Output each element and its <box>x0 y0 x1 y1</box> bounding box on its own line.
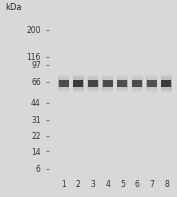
FancyBboxPatch shape <box>147 77 157 90</box>
Bar <box>73 80 83 87</box>
FancyBboxPatch shape <box>161 75 172 92</box>
FancyBboxPatch shape <box>161 77 172 90</box>
FancyBboxPatch shape <box>73 80 83 87</box>
FancyBboxPatch shape <box>132 75 142 92</box>
FancyBboxPatch shape <box>132 79 142 88</box>
FancyBboxPatch shape <box>88 75 98 92</box>
FancyBboxPatch shape <box>88 75 98 92</box>
FancyBboxPatch shape <box>161 76 172 91</box>
FancyBboxPatch shape <box>59 77 69 90</box>
FancyBboxPatch shape <box>132 78 142 89</box>
Text: 2: 2 <box>76 180 81 189</box>
FancyBboxPatch shape <box>117 78 127 89</box>
Text: 7: 7 <box>149 180 154 189</box>
Bar <box>147 80 157 87</box>
FancyBboxPatch shape <box>73 79 83 88</box>
FancyBboxPatch shape <box>117 76 127 91</box>
Bar <box>117 80 127 87</box>
FancyBboxPatch shape <box>59 75 69 92</box>
Text: 5: 5 <box>120 180 125 189</box>
FancyBboxPatch shape <box>132 78 142 89</box>
FancyBboxPatch shape <box>161 79 172 88</box>
FancyBboxPatch shape <box>103 79 113 88</box>
FancyBboxPatch shape <box>73 75 83 92</box>
Text: –: – <box>45 165 49 174</box>
FancyBboxPatch shape <box>147 80 157 87</box>
FancyBboxPatch shape <box>103 75 113 92</box>
Text: 3: 3 <box>91 180 95 189</box>
FancyBboxPatch shape <box>161 78 172 89</box>
FancyBboxPatch shape <box>88 79 98 88</box>
FancyBboxPatch shape <box>103 75 113 92</box>
FancyBboxPatch shape <box>147 78 157 89</box>
FancyBboxPatch shape <box>88 76 98 91</box>
Text: 116: 116 <box>26 53 41 62</box>
FancyBboxPatch shape <box>161 80 172 87</box>
FancyBboxPatch shape <box>103 80 113 87</box>
FancyBboxPatch shape <box>73 76 83 91</box>
FancyBboxPatch shape <box>161 78 172 89</box>
FancyBboxPatch shape <box>103 78 113 89</box>
FancyBboxPatch shape <box>88 77 98 90</box>
FancyBboxPatch shape <box>73 75 83 92</box>
FancyBboxPatch shape <box>132 80 142 87</box>
FancyBboxPatch shape <box>117 80 127 87</box>
FancyBboxPatch shape <box>132 77 142 90</box>
Bar <box>132 80 142 87</box>
FancyBboxPatch shape <box>103 77 113 90</box>
Text: 66: 66 <box>31 78 41 87</box>
FancyBboxPatch shape <box>73 78 83 89</box>
Bar <box>59 80 69 87</box>
FancyBboxPatch shape <box>59 76 69 91</box>
Text: –: – <box>45 53 49 62</box>
FancyBboxPatch shape <box>117 75 127 92</box>
FancyBboxPatch shape <box>73 78 83 89</box>
Text: 31: 31 <box>31 116 41 125</box>
FancyBboxPatch shape <box>147 75 157 92</box>
Text: –: – <box>45 26 49 35</box>
FancyBboxPatch shape <box>147 78 157 89</box>
FancyBboxPatch shape <box>147 75 157 92</box>
FancyBboxPatch shape <box>88 78 98 89</box>
Text: 97: 97 <box>31 61 41 70</box>
FancyBboxPatch shape <box>73 77 83 90</box>
Text: 22: 22 <box>31 132 41 141</box>
Text: 1: 1 <box>61 180 66 189</box>
FancyBboxPatch shape <box>59 78 69 89</box>
Text: 6: 6 <box>36 165 41 174</box>
Text: 44: 44 <box>31 99 41 108</box>
FancyBboxPatch shape <box>132 76 142 91</box>
Text: –: – <box>45 148 49 157</box>
Bar <box>161 80 171 87</box>
FancyBboxPatch shape <box>88 80 98 87</box>
Text: 4: 4 <box>105 180 110 189</box>
Text: –: – <box>45 61 49 70</box>
FancyBboxPatch shape <box>59 78 69 89</box>
Text: 8: 8 <box>164 180 169 189</box>
FancyBboxPatch shape <box>117 78 127 89</box>
Text: –: – <box>45 132 49 141</box>
FancyBboxPatch shape <box>132 75 142 92</box>
Text: 200: 200 <box>26 26 41 35</box>
Text: –: – <box>45 99 49 108</box>
FancyBboxPatch shape <box>147 79 157 88</box>
Text: kDa: kDa <box>6 3 22 12</box>
FancyBboxPatch shape <box>88 78 98 89</box>
FancyBboxPatch shape <box>103 78 113 89</box>
Text: 6: 6 <box>135 180 139 189</box>
FancyBboxPatch shape <box>117 77 127 90</box>
Text: 14: 14 <box>31 148 41 157</box>
Text: –: – <box>45 116 49 125</box>
Text: –: – <box>45 78 49 87</box>
FancyBboxPatch shape <box>103 76 113 91</box>
FancyBboxPatch shape <box>161 75 172 92</box>
Bar <box>88 80 98 87</box>
Bar <box>103 80 113 87</box>
FancyBboxPatch shape <box>59 80 69 87</box>
FancyBboxPatch shape <box>147 76 157 91</box>
FancyBboxPatch shape <box>59 75 69 92</box>
FancyBboxPatch shape <box>117 79 127 88</box>
FancyBboxPatch shape <box>117 75 127 92</box>
FancyBboxPatch shape <box>59 79 69 88</box>
